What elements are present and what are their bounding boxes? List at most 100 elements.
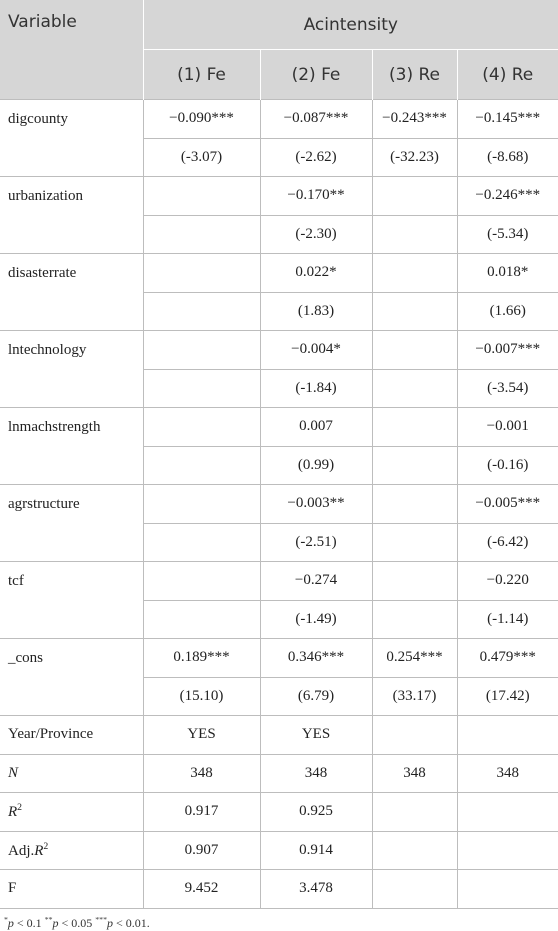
row-label: R2 [0, 792, 144, 832]
summary-cell: 0.907 [142, 830, 261, 870]
t-row: (15.10) (6.79) (33.17) (17.42) [0, 676, 558, 716]
row-label: F [0, 869, 144, 909]
coef-cell: −0.243*** [371, 99, 458, 139]
coef-cell: −0.007*** [456, 330, 558, 370]
coef-cell: 0.346*** [259, 638, 373, 678]
summary-cell [371, 869, 458, 909]
t-cell: (-2.62) [259, 137, 373, 177]
coef-cell [142, 561, 261, 601]
coef-cell: −0.005*** [456, 484, 558, 524]
row-label: digcounty [0, 99, 144, 177]
coef-row: _cons 0.189*** 0.346*** 0.254*** 0.479*** [0, 638, 558, 716]
text-part: < 0.01. [112, 915, 150, 930]
summary-cell: YES [142, 715, 261, 755]
coef-cell: 0.018* [456, 253, 558, 293]
text-part: p [106, 915, 113, 930]
header-variable: Variable [0, 0, 143, 100]
column-header: (4) Re [456, 49, 558, 100]
coef-cell: 0.254*** [371, 638, 458, 678]
row-label: Adj.R2 [0, 830, 144, 870]
text-part: F [8, 880, 17, 897]
coef-row: disasterrate 0.022* 0.018* [0, 253, 558, 331]
coef-cell [371, 484, 458, 524]
t-cell: (0.99) [259, 445, 373, 485]
t-cell: (-1.49) [259, 599, 373, 639]
coef-cell: −0.090*** [142, 99, 261, 139]
t-cell: (-32.23) [371, 137, 458, 177]
t-cell: (-3.54) [456, 368, 558, 408]
row-label: N [0, 753, 144, 793]
coef-row: tcf −0.274 −0.220 [0, 561, 558, 639]
coef-cell [371, 253, 458, 293]
t-cell: (15.10) [142, 676, 261, 716]
summary-cell [456, 830, 558, 870]
footnote: *p < 0.1 **p < 0.05 ***p < 0.01. [0, 909, 558, 931]
t-cell: (-0.16) [456, 445, 558, 485]
t-cell [371, 291, 458, 331]
t-cell [371, 445, 458, 485]
text-part: * [4, 914, 8, 924]
summary-cell: 9.452 [142, 869, 261, 909]
summary-cell: 0.914 [259, 830, 373, 870]
coef-cell: 0.007 [259, 407, 373, 447]
t-row: (-3.07) (-2.62) (-32.23) (-8.68) [0, 137, 558, 177]
summary-cell [371, 830, 458, 870]
coef-row: urbanization −0.170** −0.246*** [0, 176, 558, 254]
summary-cell [371, 792, 458, 832]
text-part: Year/Province [8, 726, 94, 743]
summary-row: N 348 348 348 348 [0, 753, 558, 793]
text-part: ** [44, 914, 53, 924]
coef-row: lnmachstrength 0.007 −0.001 [0, 407, 558, 485]
summary-row: Year/Province YES YES [0, 715, 558, 755]
coef-cell: −0.004* [259, 330, 373, 370]
row-label: lnmachstrength [0, 407, 144, 485]
header-group: Acintensity [142, 0, 558, 50]
row-label: tcf [0, 561, 144, 639]
summary-cell: 348 [371, 753, 458, 793]
text-part: p [7, 915, 14, 930]
summary-cell: 0.925 [259, 792, 373, 832]
t-cell: (-2.30) [259, 214, 373, 254]
column-header: (3) Re [371, 49, 457, 100]
t-row: (-2.51) (-6.42) [0, 522, 558, 562]
coef-cell: −0.170** [259, 176, 373, 216]
coef-cell: −0.246*** [456, 176, 558, 216]
summary-cell: YES [259, 715, 373, 755]
summary-cell [371, 715, 458, 755]
row-label: Year/Province [0, 715, 144, 755]
coef-cell [142, 253, 261, 293]
coef-cell [142, 176, 261, 216]
t-cell [371, 522, 458, 562]
t-cell [371, 599, 458, 639]
summary-row: Adj.R2 0.907 0.914 [0, 830, 558, 870]
coef-cell [371, 330, 458, 370]
summary-cell: 348 [142, 753, 261, 793]
text-part: R [34, 842, 44, 859]
row-label: disasterrate [0, 253, 144, 331]
coef-cell [142, 330, 261, 370]
coef-row: lntechnology −0.004* −0.007*** [0, 330, 558, 408]
summary-cell [456, 792, 558, 832]
summary-row: F 9.452 3.478 [0, 869, 558, 909]
t-cell [142, 368, 261, 408]
t-cell [142, 522, 261, 562]
row-label: _cons [0, 638, 144, 716]
summary-cell: 348 [456, 753, 558, 793]
t-cell: (33.17) [371, 676, 458, 716]
coef-cell [371, 176, 458, 216]
summary-cell: 3.478 [259, 869, 373, 909]
summary-cell [456, 869, 558, 909]
t-cell: (17.42) [456, 676, 558, 716]
t-cell [142, 291, 261, 331]
regression-table: Variable Acintensity (1) Fe (2) Fe (3) Re(… [0, 0, 558, 909]
coef-cell: 0.022* [259, 253, 373, 293]
summary-cell [456, 715, 558, 755]
t-cell [371, 368, 458, 408]
text-part: < 0.1 [13, 915, 45, 930]
coef-cell [371, 407, 458, 447]
coef-cell [142, 407, 261, 447]
coef-cell: −0.274 [259, 561, 373, 601]
text-part: 2 [43, 840, 49, 852]
row-label: lntechnology [0, 330, 144, 408]
